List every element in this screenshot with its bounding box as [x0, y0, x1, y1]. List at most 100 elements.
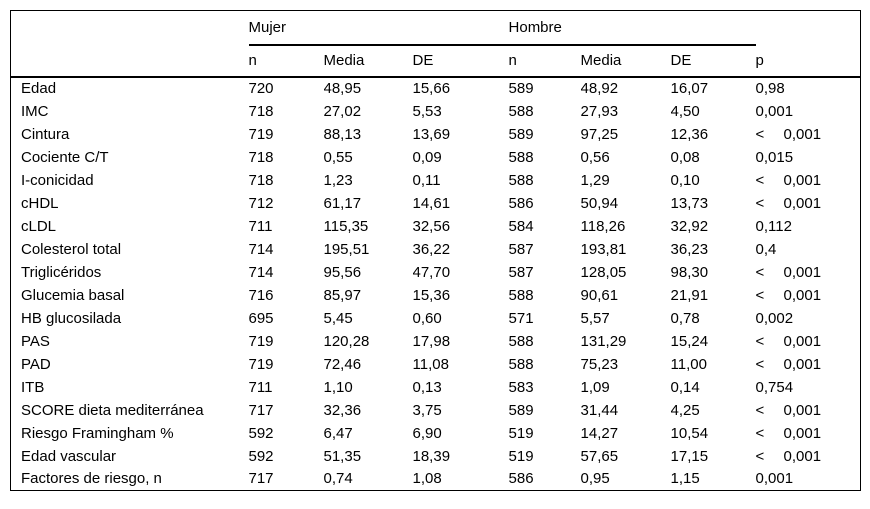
hombre-media-cell: 0,56	[580, 148, 610, 166]
group-header-mujer: Mujer	[248, 10, 509, 46]
mujer-de-cell: 18,39	[412, 447, 451, 465]
p-value-cell: 0,015	[755, 148, 794, 166]
table-row: HB glucosilada 695 5,45 0,60 571 5,57 0,78 0,00…	[11, 307, 861, 330]
table-row: SCORE dieta mediterránea 717 32,36 3,75 589 3…	[11, 399, 861, 422]
less-than-sign: <	[755, 401, 765, 419]
mujer-media-cell: 115,35	[323, 217, 369, 235]
less-than-sign: <	[755, 355, 765, 373]
mujer-n-cell: 717	[248, 401, 274, 419]
mujer-media-cell: 61,17	[323, 194, 362, 212]
less-than-sign: <	[755, 424, 765, 442]
row-label: IMC	[21, 102, 49, 120]
p-value-cell: <0,001	[755, 355, 822, 373]
hombre-de-cell: 10,54	[670, 424, 709, 442]
row-label: Cintura	[21, 125, 70, 143]
mujer-de-cell: 1,08	[412, 470, 442, 488]
hombre-media-cell: 48,92	[580, 80, 619, 97]
hombre-n-cell: 588	[508, 148, 534, 166]
mujer-media-cell: 1,23	[323, 171, 353, 189]
hombre-media-cell: 193,81	[580, 240, 627, 258]
mujer-n-cell: 714	[248, 263, 274, 281]
column-header-de-mujer: DE	[412, 44, 509, 78]
hombre-de-cell: 21,91	[670, 286, 709, 304]
hombre-de-cell: 0,08	[670, 148, 700, 166]
hombre-media-cell: 31,44	[580, 401, 619, 419]
hombre-media-cell: 1,09	[580, 378, 610, 396]
hombre-n-cell: 519	[508, 447, 534, 465]
column-header-row: n Media DE n Media DE p	[10, 44, 861, 78]
p-value-cell: 0,754	[755, 378, 794, 396]
mujer-de-cell: 0,60	[412, 309, 442, 327]
hombre-de-cell: 98,30	[670, 263, 709, 281]
column-header-n-mujer: n	[248, 44, 324, 78]
hombre-de-cell: 32,92	[670, 217, 709, 235]
table-row: Glucemia basal 716 85,97 15,36 588 90,61 21,91…	[11, 284, 861, 307]
mujer-media-cell: 85,97	[323, 286, 362, 304]
p-value-cell: <0,001	[755, 424, 822, 442]
p-value-cell: <0,001	[755, 286, 822, 304]
row-label: SCORE dieta mediterránea	[21, 401, 204, 419]
empty-p-header-cell	[756, 11, 861, 45]
mujer-media-cell: 5,45	[323, 309, 353, 327]
mujer-de-cell: 3,75	[412, 401, 442, 419]
column-header-p: p	[755, 44, 861, 78]
row-label: HB glucosilada	[21, 309, 122, 327]
column-header-n-hombre: n	[508, 44, 581, 78]
row-label: Factores de riesgo, n	[21, 470, 162, 488]
mujer-n-cell: 720	[248, 80, 274, 97]
mujer-de-cell: 17,98	[412, 332, 451, 350]
row-label: PAS	[21, 332, 50, 350]
hombre-de-cell: 0,14	[670, 378, 700, 396]
less-than-sign: <	[755, 447, 765, 465]
hombre-de-cell: 12,36	[670, 125, 709, 143]
mujer-de-cell: 32,56	[412, 217, 451, 235]
hombre-media-cell: 75,23	[580, 355, 619, 373]
hombre-n-cell: 587	[508, 263, 534, 281]
less-than-sign: <	[755, 125, 765, 143]
row-label: PAD	[21, 355, 51, 373]
mujer-n-cell: 711	[248, 378, 273, 396]
column-header-de-hombre: DE	[670, 44, 756, 78]
mujer-n-cell: 714	[248, 240, 274, 258]
mujer-de-cell: 14,61	[412, 194, 451, 212]
mujer-n-cell: 718	[248, 148, 274, 166]
p-value-cell: <0,001	[755, 125, 822, 143]
row-label: Triglicéridos	[21, 263, 102, 281]
mujer-media-cell: 0,55	[323, 148, 353, 166]
table-row: Cociente C/T 718 0,55 0,09 588 0,56 0,08 0,015	[11, 146, 861, 169]
mujer-n-cell: 719	[248, 355, 274, 373]
hombre-n-cell: 588	[508, 332, 534, 350]
table-row: Cintura 719 88,13 13,69 589 97,25 12,36 <0,001	[11, 123, 861, 146]
hombre-de-cell: 0,78	[670, 309, 700, 327]
hombre-n-cell: 589	[508, 80, 534, 97]
hombre-de-cell: 0,10	[670, 171, 700, 189]
table-row: Edad vascular 592 51,35 18,39 519 57,65 17,15 <…	[11, 445, 861, 468]
mujer-n-cell: 592	[248, 447, 274, 465]
table-row: Factores de riesgo, n 717 0,74 1,08 586 0,95 1…	[11, 468, 861, 491]
hombre-de-cell: 17,15	[670, 447, 709, 465]
table-row: Triglicéridos 714 95,56 47,70 587 128,05 98,30…	[11, 261, 861, 284]
hombre-media-cell: 50,94	[580, 194, 619, 212]
hombre-de-cell: 4,50	[670, 102, 700, 120]
mujer-n-cell: 695	[248, 309, 274, 327]
table-row: PAD 719 72,46 11,08 588 75,23 11,00 <0,001	[11, 353, 861, 376]
hombre-n-cell: 588	[508, 171, 534, 189]
table-row: Riesgo Framingham % 592 6,47 6,90 519 14,27 10…	[11, 422, 861, 445]
p-value-cell: <0,001	[755, 447, 822, 465]
table-row: Edad 720 48,95 15,66 589 48,92 16,07 0,98	[11, 77, 861, 100]
empty-corner-cell	[11, 11, 249, 45]
mujer-n-cell: 719	[248, 332, 274, 350]
hombre-n-cell: 571	[508, 309, 534, 327]
mujer-media-cell: 27,02	[323, 102, 362, 120]
less-than-sign: <	[755, 171, 765, 189]
hombre-media-cell: 27,93	[580, 102, 619, 120]
mujer-media-cell: 1,10	[323, 378, 353, 396]
mujer-n-cell: 711	[248, 217, 273, 235]
hombre-de-cell: 1,15	[670, 470, 700, 488]
hombre-n-cell: 589	[508, 125, 534, 143]
less-than-sign: <	[755, 194, 765, 212]
p-value-cell: <0,001	[755, 332, 822, 350]
mujer-de-cell: 0,13	[412, 378, 442, 396]
p-value-cell: 0,98	[755, 80, 785, 97]
mujer-de-cell: 6,90	[412, 424, 442, 442]
